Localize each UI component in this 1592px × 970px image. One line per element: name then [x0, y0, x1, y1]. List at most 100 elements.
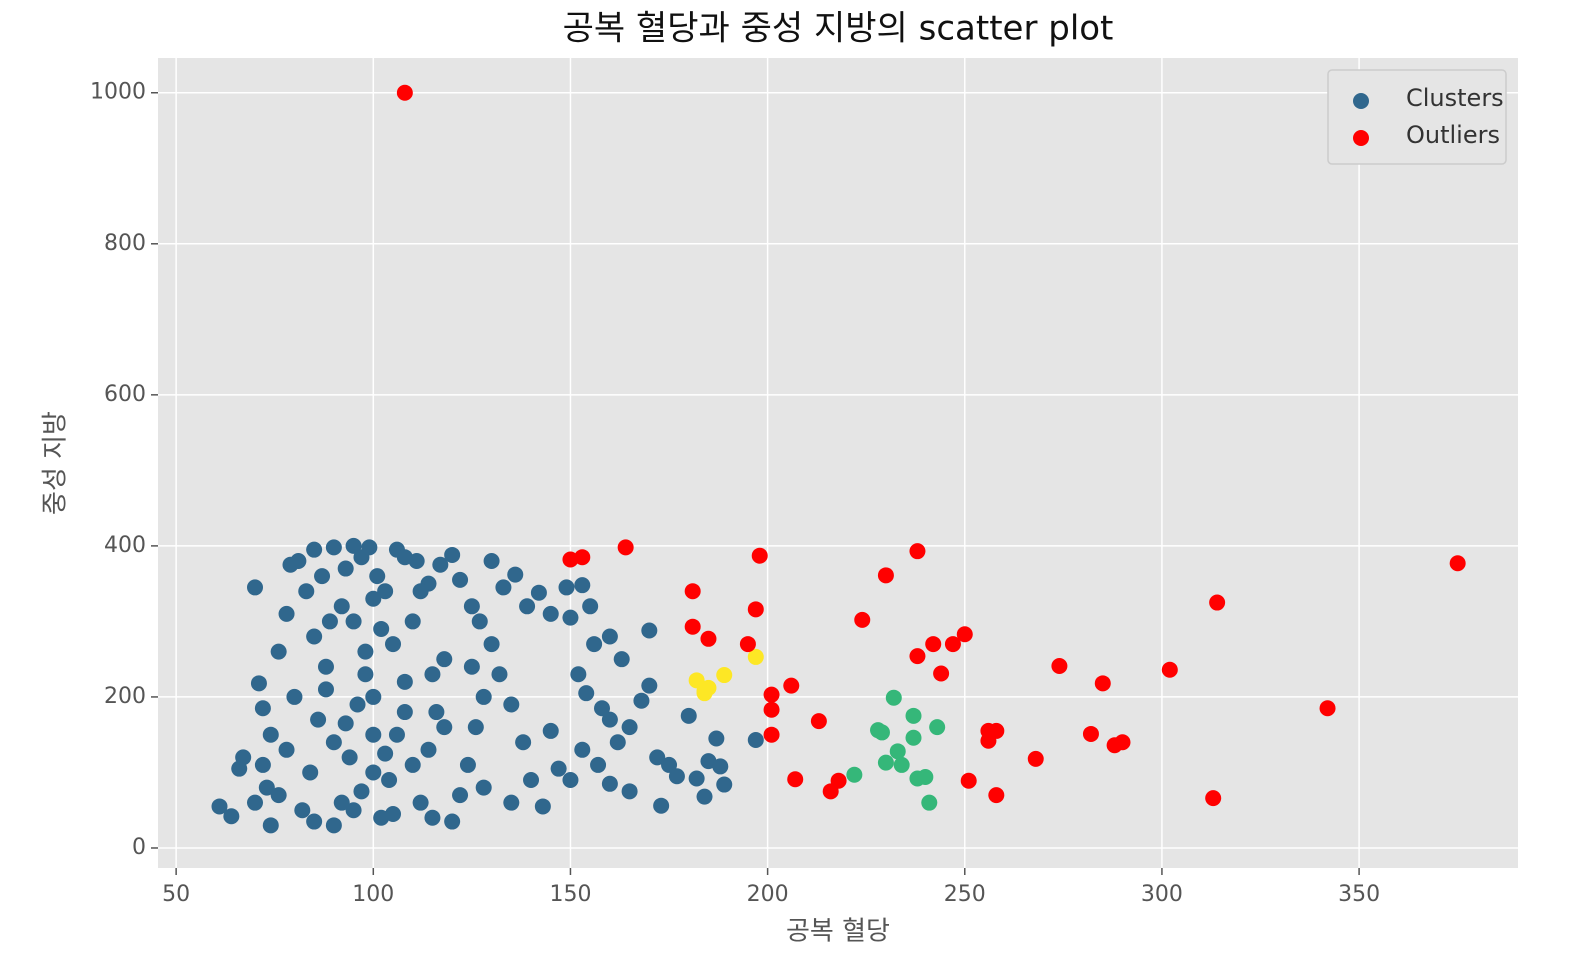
scatter-point [574, 577, 591, 594]
plot-area [158, 58, 1518, 868]
scatter-point [388, 726, 405, 743]
scatter-point [463, 598, 480, 615]
scatter-point [452, 787, 469, 804]
scatter-point [944, 636, 961, 653]
scatter-point [810, 713, 827, 730]
y-tick-label: 400 [104, 533, 146, 558]
scatter-point [929, 719, 946, 736]
scatter-point [893, 756, 910, 773]
scatter-point [1114, 734, 1131, 751]
scatter-point [921, 794, 938, 811]
scatter-point [463, 658, 480, 675]
scatter-point [747, 648, 764, 665]
scatter-point [960, 772, 977, 789]
scatter-point [530, 584, 547, 601]
scatter-point [708, 730, 725, 747]
scatter-point [1449, 555, 1466, 572]
scatter-point [483, 636, 500, 653]
scatter-point [223, 808, 240, 825]
scatter-point [873, 724, 890, 741]
scatter-point [507, 566, 524, 583]
scatter-point [424, 809, 441, 826]
scatter-point [345, 613, 362, 630]
scatter-point [408, 552, 425, 569]
scatter-point [696, 682, 713, 699]
scatter-point [582, 598, 599, 615]
scatter-point [641, 677, 658, 694]
scatter-point [317, 658, 334, 675]
scatter-point [337, 560, 354, 577]
scatter-point [306, 628, 323, 645]
scatter-point [889, 743, 906, 760]
y-tick-label: 200 [104, 684, 146, 709]
scatter-point [321, 613, 338, 630]
y-tick-label: 0 [132, 835, 146, 860]
scatter-point [716, 776, 733, 793]
scatter-point [262, 726, 279, 743]
scatter-point [396, 673, 413, 690]
scatter-point [333, 794, 350, 811]
scatter-point [250, 675, 267, 692]
scatter-point [846, 766, 863, 783]
scatter-point [617, 539, 634, 556]
scatter-point [562, 772, 579, 789]
scatter-point [317, 681, 334, 698]
scatter-point [365, 764, 382, 781]
scatter-point [475, 688, 492, 705]
x-tick-label: 200 [747, 882, 789, 907]
scatter-point [286, 688, 303, 705]
scatter-point [361, 539, 378, 556]
scatter-point [424, 666, 441, 683]
legend-label: Outliers [1406, 121, 1500, 149]
scatter-point [491, 666, 508, 683]
scatter-point [349, 696, 366, 713]
scatter-point [909, 543, 926, 560]
scatter-point [290, 552, 307, 569]
scatter-point [601, 628, 618, 645]
scatter-point [712, 758, 729, 775]
scatter-point [278, 741, 295, 758]
scatter-point [621, 719, 638, 736]
scatter-point [1209, 594, 1226, 611]
scatter-point [337, 715, 354, 732]
scatter-point [700, 630, 717, 647]
scatter-point [396, 704, 413, 721]
scatter-point [1027, 750, 1044, 767]
scatter-point [550, 760, 567, 777]
scatter-point [558, 579, 575, 596]
scatter-point [680, 707, 697, 724]
scatter-point [578, 685, 595, 702]
scatter-point [459, 756, 476, 773]
scatter-point [885, 689, 902, 706]
scatter-point [653, 797, 670, 814]
x-axis-label: 공복 혈당 [786, 917, 890, 947]
scatter-point [854, 611, 871, 628]
x-tick-label: 250 [944, 882, 986, 907]
scatter-point [751, 547, 768, 564]
scatter-point [1319, 700, 1336, 717]
scatter-point [428, 704, 445, 721]
scatter-point [270, 643, 287, 660]
scatter-point [1205, 790, 1222, 807]
x-tick-label: 100 [352, 882, 394, 907]
scatter-point [365, 688, 382, 705]
scatter-point [247, 794, 264, 811]
scatter-point [345, 537, 362, 554]
scatter-point [590, 756, 607, 773]
scatter-point [574, 741, 591, 758]
scatter-point [668, 768, 685, 785]
scatter-point [905, 707, 922, 724]
scatter-point [1082, 725, 1099, 742]
scatter-point [381, 772, 398, 789]
scatter-point [988, 787, 1005, 804]
scatter-point [641, 622, 658, 639]
scatter-point [925, 636, 942, 653]
legend-marker [1353, 93, 1369, 109]
scatter-point [877, 567, 894, 584]
scatter-point [385, 636, 402, 653]
scatter-point [574, 549, 591, 566]
scatter-point [254, 756, 271, 773]
scatter-point [905, 729, 922, 746]
scatter-point [534, 798, 551, 815]
